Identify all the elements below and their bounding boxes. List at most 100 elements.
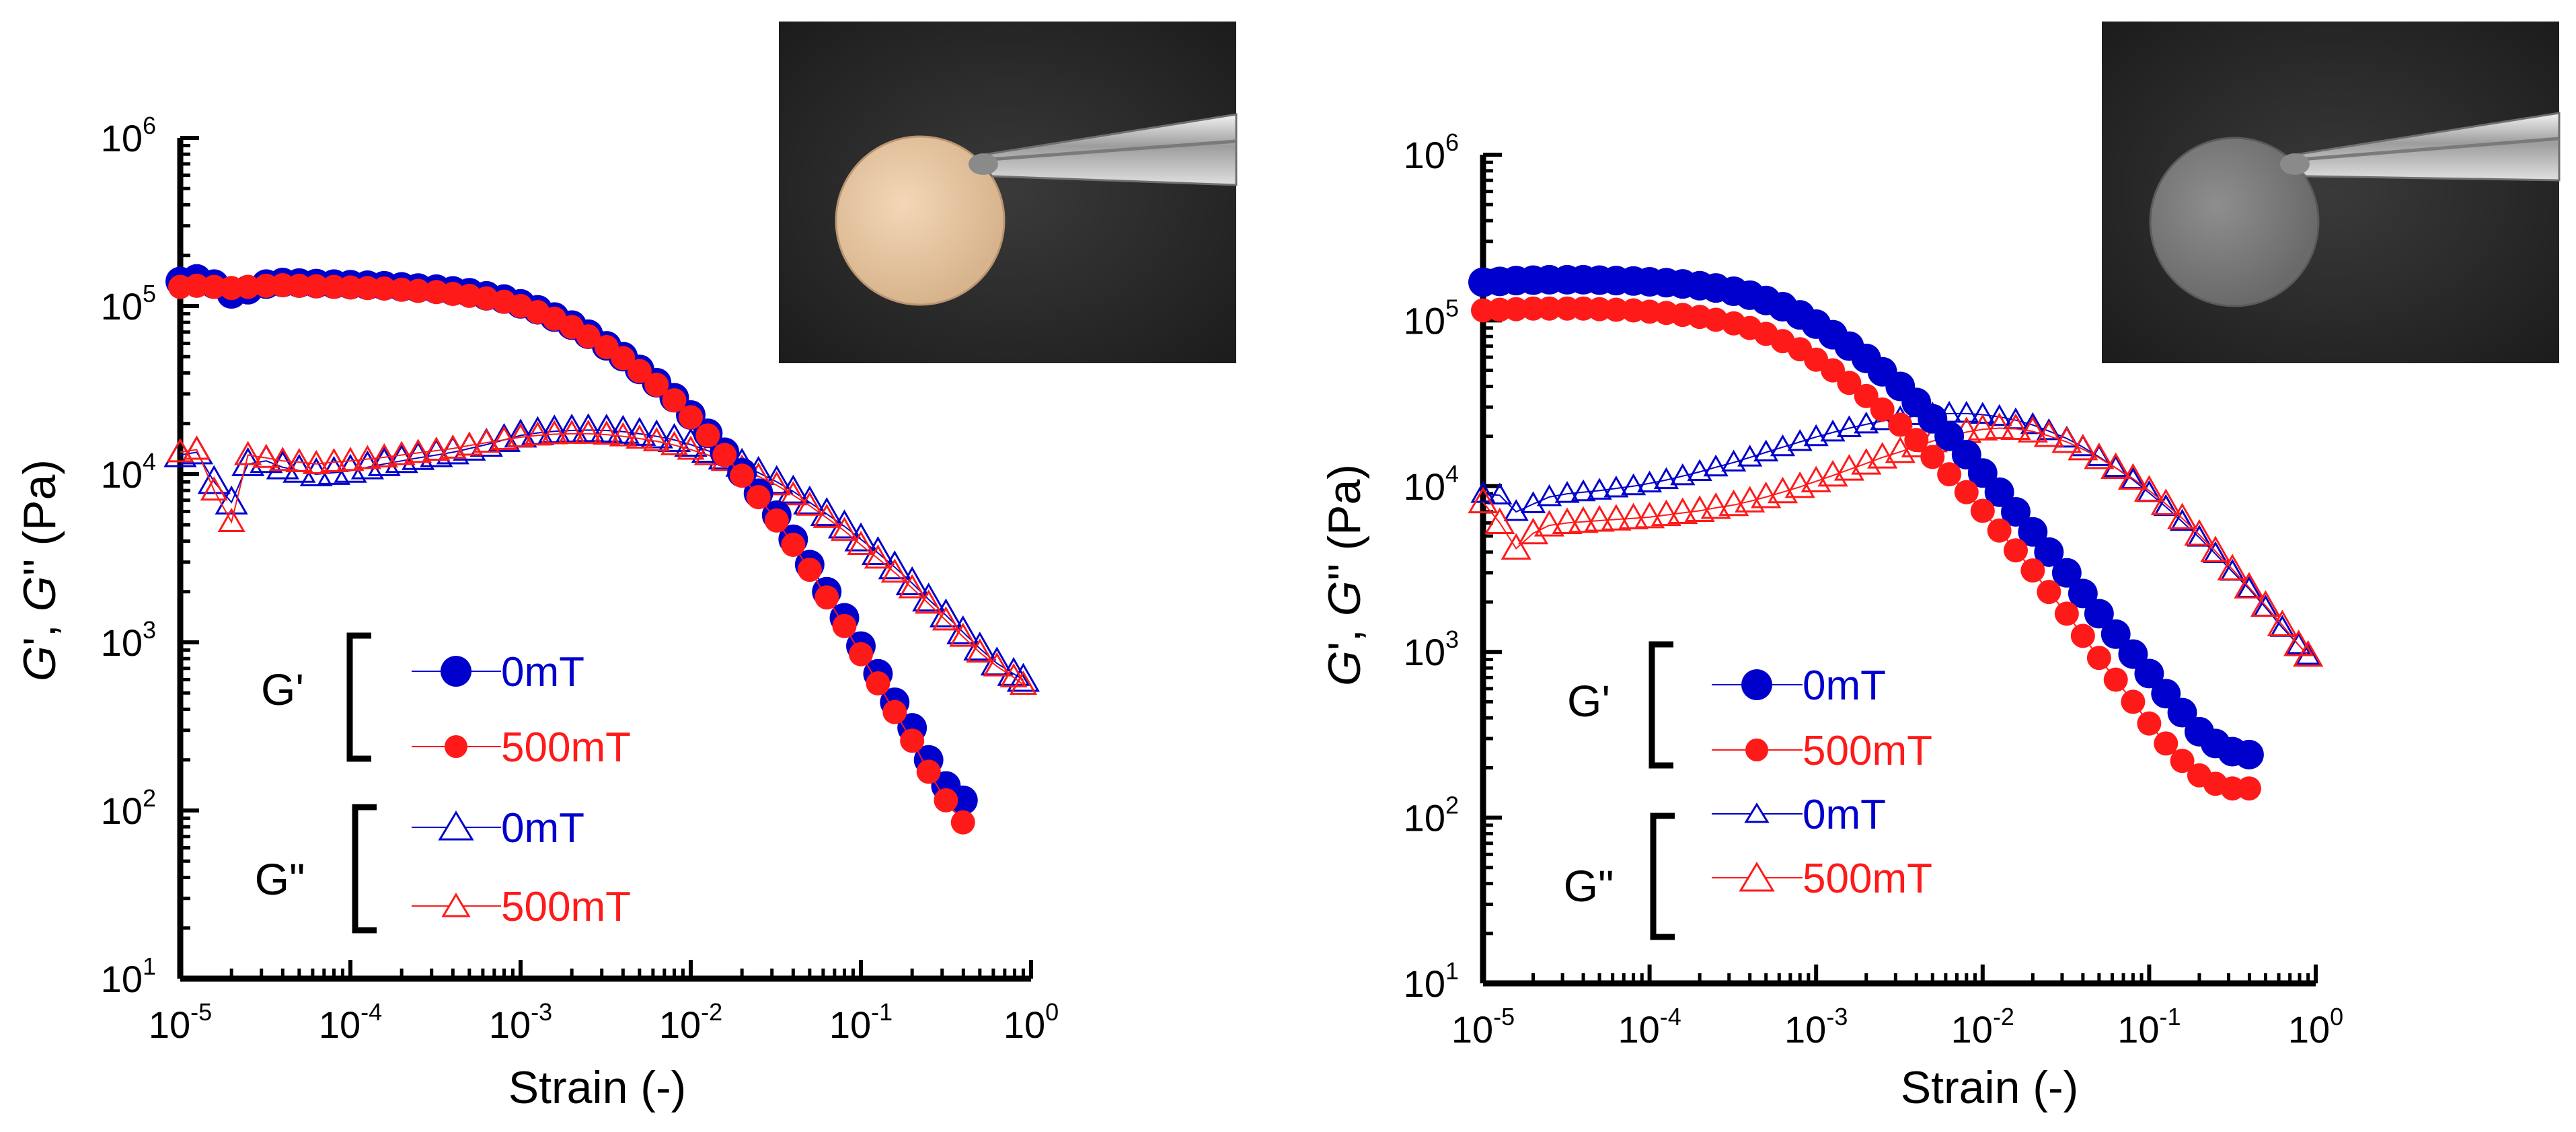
data-point bbox=[1637, 470, 1663, 493]
legend-group-g-prime: G' bbox=[261, 665, 304, 714]
data-point bbox=[1954, 480, 1979, 504]
data-point bbox=[572, 413, 605, 443]
data-point bbox=[2167, 697, 2197, 728]
data-point bbox=[642, 427, 671, 452]
y-axis-title: G', G'' (Pa) bbox=[14, 459, 65, 681]
data-point bbox=[677, 435, 705, 460]
data-point bbox=[2283, 629, 2314, 656]
data-point bbox=[657, 422, 691, 452]
data-point bbox=[387, 441, 416, 465]
data-point bbox=[1533, 510, 1565, 537]
data-point bbox=[2084, 599, 2114, 629]
data-point bbox=[1721, 449, 1747, 472]
data-point bbox=[1970, 498, 1995, 523]
data-point bbox=[644, 373, 669, 398]
data-point bbox=[455, 431, 484, 456]
svg-text:0mT: 0mT bbox=[501, 649, 584, 695]
data-point bbox=[999, 663, 1028, 687]
data-point bbox=[2036, 418, 2061, 441]
data-point bbox=[1653, 467, 1679, 490]
data-point bbox=[319, 448, 348, 473]
data-point bbox=[1737, 445, 1763, 467]
data-point bbox=[184, 273, 209, 298]
data-point bbox=[611, 346, 636, 371]
data-point bbox=[1970, 402, 1996, 424]
data-point bbox=[2068, 433, 2098, 461]
y-tick-label: 106 bbox=[101, 112, 156, 159]
data-point bbox=[606, 414, 640, 444]
data-point bbox=[1867, 442, 1898, 469]
data-point bbox=[406, 278, 430, 303]
inset-photo-gray-disc bbox=[2102, 22, 2561, 363]
data-point bbox=[1603, 476, 1629, 498]
y-tick-label: 102 bbox=[1404, 792, 1459, 839]
y-tick-label: 104 bbox=[101, 448, 156, 496]
data-point bbox=[523, 421, 552, 446]
data-point bbox=[2220, 776, 2245, 801]
data-point bbox=[472, 428, 500, 453]
data-point bbox=[1854, 411, 1879, 434]
data-point bbox=[2170, 749, 2195, 773]
data-point bbox=[916, 759, 941, 784]
legend-bracket-g-double-prime bbox=[352, 804, 377, 934]
data-point bbox=[730, 463, 755, 488]
data-point bbox=[2000, 496, 2031, 527]
data-point bbox=[1987, 404, 2012, 426]
data-point bbox=[832, 613, 857, 638]
data-point bbox=[2020, 558, 2045, 583]
data-point bbox=[2293, 640, 2324, 667]
legend-group-g-double-prime: G" bbox=[1564, 861, 1614, 911]
data-point bbox=[2170, 508, 2195, 531]
legend-entry-gp-0mt: 0mT bbox=[412, 649, 584, 695]
data-point bbox=[1651, 499, 1682, 527]
data-point bbox=[252, 443, 280, 468]
y-tick-label: 101 bbox=[101, 952, 156, 1000]
data-point bbox=[1484, 507, 1515, 534]
x-tick-label: 10-5 bbox=[149, 998, 212, 1046]
data-point bbox=[2100, 619, 2131, 649]
data-point bbox=[1552, 507, 1583, 534]
data-point bbox=[1703, 454, 1729, 477]
data-point bbox=[623, 416, 656, 446]
data-point bbox=[1670, 463, 1696, 486]
data-point bbox=[2100, 452, 2131, 480]
data-point bbox=[2121, 689, 2146, 714]
data-point bbox=[2167, 502, 2198, 530]
data-point bbox=[2054, 601, 2079, 626]
data-point bbox=[1584, 504, 1615, 532]
data-point bbox=[900, 728, 925, 753]
data-point bbox=[1517, 517, 1549, 545]
series-0 bbox=[1468, 264, 2264, 769]
data-point bbox=[217, 507, 245, 532]
data-point bbox=[2034, 537, 2064, 567]
y-tick-label: 102 bbox=[101, 784, 156, 832]
data-point bbox=[1667, 497, 1698, 525]
data-point bbox=[847, 531, 875, 556]
y-tick-label: 103 bbox=[101, 616, 156, 664]
data-point bbox=[2070, 624, 2095, 648]
data-point bbox=[880, 558, 909, 583]
svg-text:500mT: 500mT bbox=[501, 884, 631, 930]
data-point bbox=[1888, 412, 1913, 437]
data-point bbox=[285, 448, 313, 473]
data-point bbox=[439, 434, 467, 459]
data-point bbox=[2068, 578, 2098, 609]
data-point bbox=[950, 810, 975, 835]
data-point bbox=[231, 447, 265, 476]
data-point bbox=[1967, 458, 1998, 488]
data-point bbox=[234, 441, 262, 465]
data-point bbox=[1803, 424, 1829, 447]
data-point bbox=[660, 430, 689, 455]
x-tick-label: 10-1 bbox=[2117, 1003, 2181, 1051]
data-point bbox=[609, 422, 637, 447]
data-point bbox=[1751, 481, 1782, 508]
data-point bbox=[746, 485, 771, 510]
x-tick-label: 100 bbox=[1003, 998, 1059, 1046]
chart-panel-left: 10-5 10-4 10-3 10-2 10-1 100 101 102 103 104 105 10… bbox=[14, 22, 1238, 1113]
data-point bbox=[1920, 445, 1945, 469]
legend-entry-gp-0mt: 0mT bbox=[1712, 663, 1886, 709]
data-point bbox=[1009, 670, 1038, 695]
data-point bbox=[1987, 518, 2012, 543]
data-point bbox=[197, 465, 231, 494]
